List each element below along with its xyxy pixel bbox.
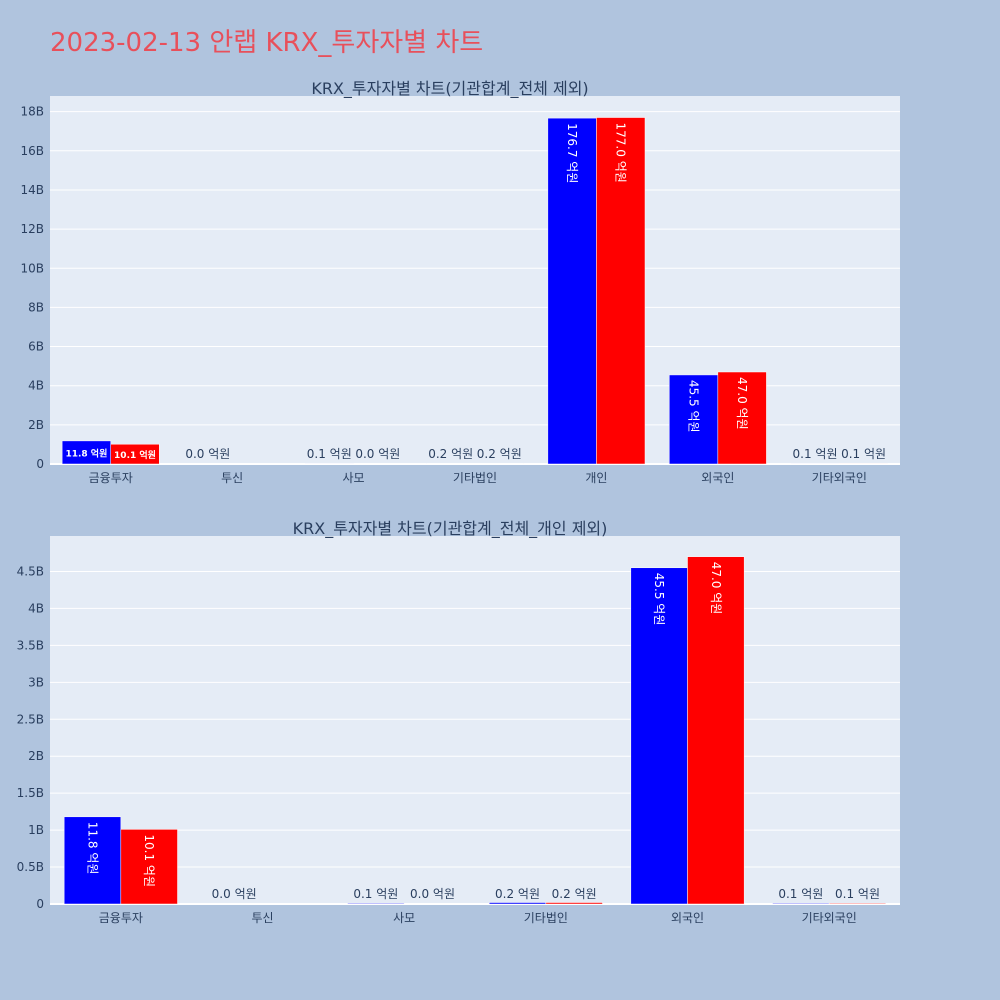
data-label: 47.0 억원 <box>709 562 723 615</box>
page-title: 2023-02-13 안랩 KRX_투자자별 차트 <box>50 28 484 58</box>
y-tick-label: 8B <box>28 300 44 314</box>
chart-title: KRX_투자자별 차트(기관합계_전체_개인 제외) <box>293 519 608 539</box>
x-tick-label: 외국인 <box>701 471 734 485</box>
y-tick-label: 2B <box>28 418 44 432</box>
x-tick-label: 개인 <box>585 471 607 485</box>
bar <box>347 903 405 905</box>
data-label: 0.1 억원 <box>793 447 838 461</box>
y-tick-label: 14B <box>20 183 44 197</box>
y-tick-label: 2.5B <box>17 712 44 726</box>
bar <box>63 816 122 905</box>
bar <box>687 556 745 905</box>
x-tick-label: 금융투자 <box>89 471 133 485</box>
data-label: 45.5 억원 <box>652 573 666 626</box>
y-tick-label: 18B <box>20 105 44 119</box>
bar <box>630 567 688 905</box>
plot-area <box>50 536 900 904</box>
data-label: 0.2 억원 <box>428 447 473 461</box>
data-label: 0.1 억원 <box>353 887 398 901</box>
x-tick-label: 투신 <box>221 471 243 485</box>
y-tick-label: 0 <box>36 457 44 471</box>
bar <box>772 903 830 905</box>
x-tick-label: 기타법인 <box>453 471 497 485</box>
data-label: 0.1 억원 <box>835 887 880 901</box>
data-label: 47.0 억원 <box>735 377 749 430</box>
y-tick-label: 16B <box>20 144 44 158</box>
y-tick-label: 1B <box>28 823 44 837</box>
data-label: 0.1 억원 <box>841 447 886 461</box>
data-label: 176.7 억원 <box>565 123 579 183</box>
y-tick-label: 0.5B <box>17 860 44 874</box>
x-tick-label: 사모 <box>393 911 415 925</box>
chart-2: KRX_투자자별 차트(기관합계_전체_개인 제외) 0 0.5B 1B 1.5B 2B 2… <box>17 519 900 925</box>
data-label: 0.0 억원 <box>410 887 455 901</box>
data-label: 10.1 억원 <box>142 834 156 887</box>
y-tick-label: 1.5B <box>17 786 44 800</box>
bar <box>669 374 719 465</box>
data-label: 0.2 억원 <box>477 447 522 461</box>
x-tick-label: 금융투자 <box>99 911 143 925</box>
data-label: 0.2 억원 <box>552 887 597 901</box>
data-label: 0.0 억원 <box>212 887 257 901</box>
x-tick-label: 기타외국인 <box>812 471 867 485</box>
bar <box>488 902 547 905</box>
data-label: 11.8 억원 <box>86 822 100 875</box>
chart-1: KRX_투자자별 차트(기관합계_전체 제외) 0 2B 4B 6B 8B 10B 12B 14… <box>20 79 900 485</box>
data-label: 0.0 억원 <box>355 447 400 461</box>
bar <box>717 371 767 465</box>
data-label: 0.0 억원 <box>185 447 230 461</box>
y-tick-label: 3B <box>28 675 44 689</box>
chart-title: KRX_투자자별 차트(기관합계_전체 제외) <box>311 79 588 99</box>
y-tick-label: 4B <box>28 379 44 393</box>
y-tick-label: 10B <box>20 261 44 275</box>
y-tick-label: 0 <box>36 897 44 911</box>
y-tick-label: 6B <box>28 340 44 354</box>
y-tick-label: 4B <box>28 601 44 615</box>
x-tick-label: 기타외국인 <box>802 911 857 925</box>
x-tick-label: 외국인 <box>671 911 704 925</box>
bar <box>545 902 603 905</box>
data-label: 11.8 억원 <box>65 447 107 459</box>
bar <box>547 117 597 465</box>
bar <box>596 117 646 465</box>
data-label: 177.0 억원 <box>614 123 628 183</box>
data-label: 0.1 억원 <box>307 447 352 461</box>
bar <box>120 829 178 905</box>
y-tick-label: 4.5B <box>17 564 44 578</box>
x-tick-label: 기타법인 <box>524 911 568 925</box>
data-label: 10.1 억원 <box>114 449 156 461</box>
x-tick-label: 사모 <box>343 471 365 485</box>
data-label: 0.2 억원 <box>495 887 540 901</box>
x-tick-label: 투신 <box>251 911 273 925</box>
bar <box>110 443 160 465</box>
y-tick-label: 2B <box>28 749 44 763</box>
data-label: 0.1 억원 <box>778 887 823 901</box>
y-tick-label: 12B <box>20 222 44 236</box>
y-tick-label: 3.5B <box>17 638 44 652</box>
bar <box>828 903 887 905</box>
data-label: 45.5 억원 <box>687 380 701 433</box>
